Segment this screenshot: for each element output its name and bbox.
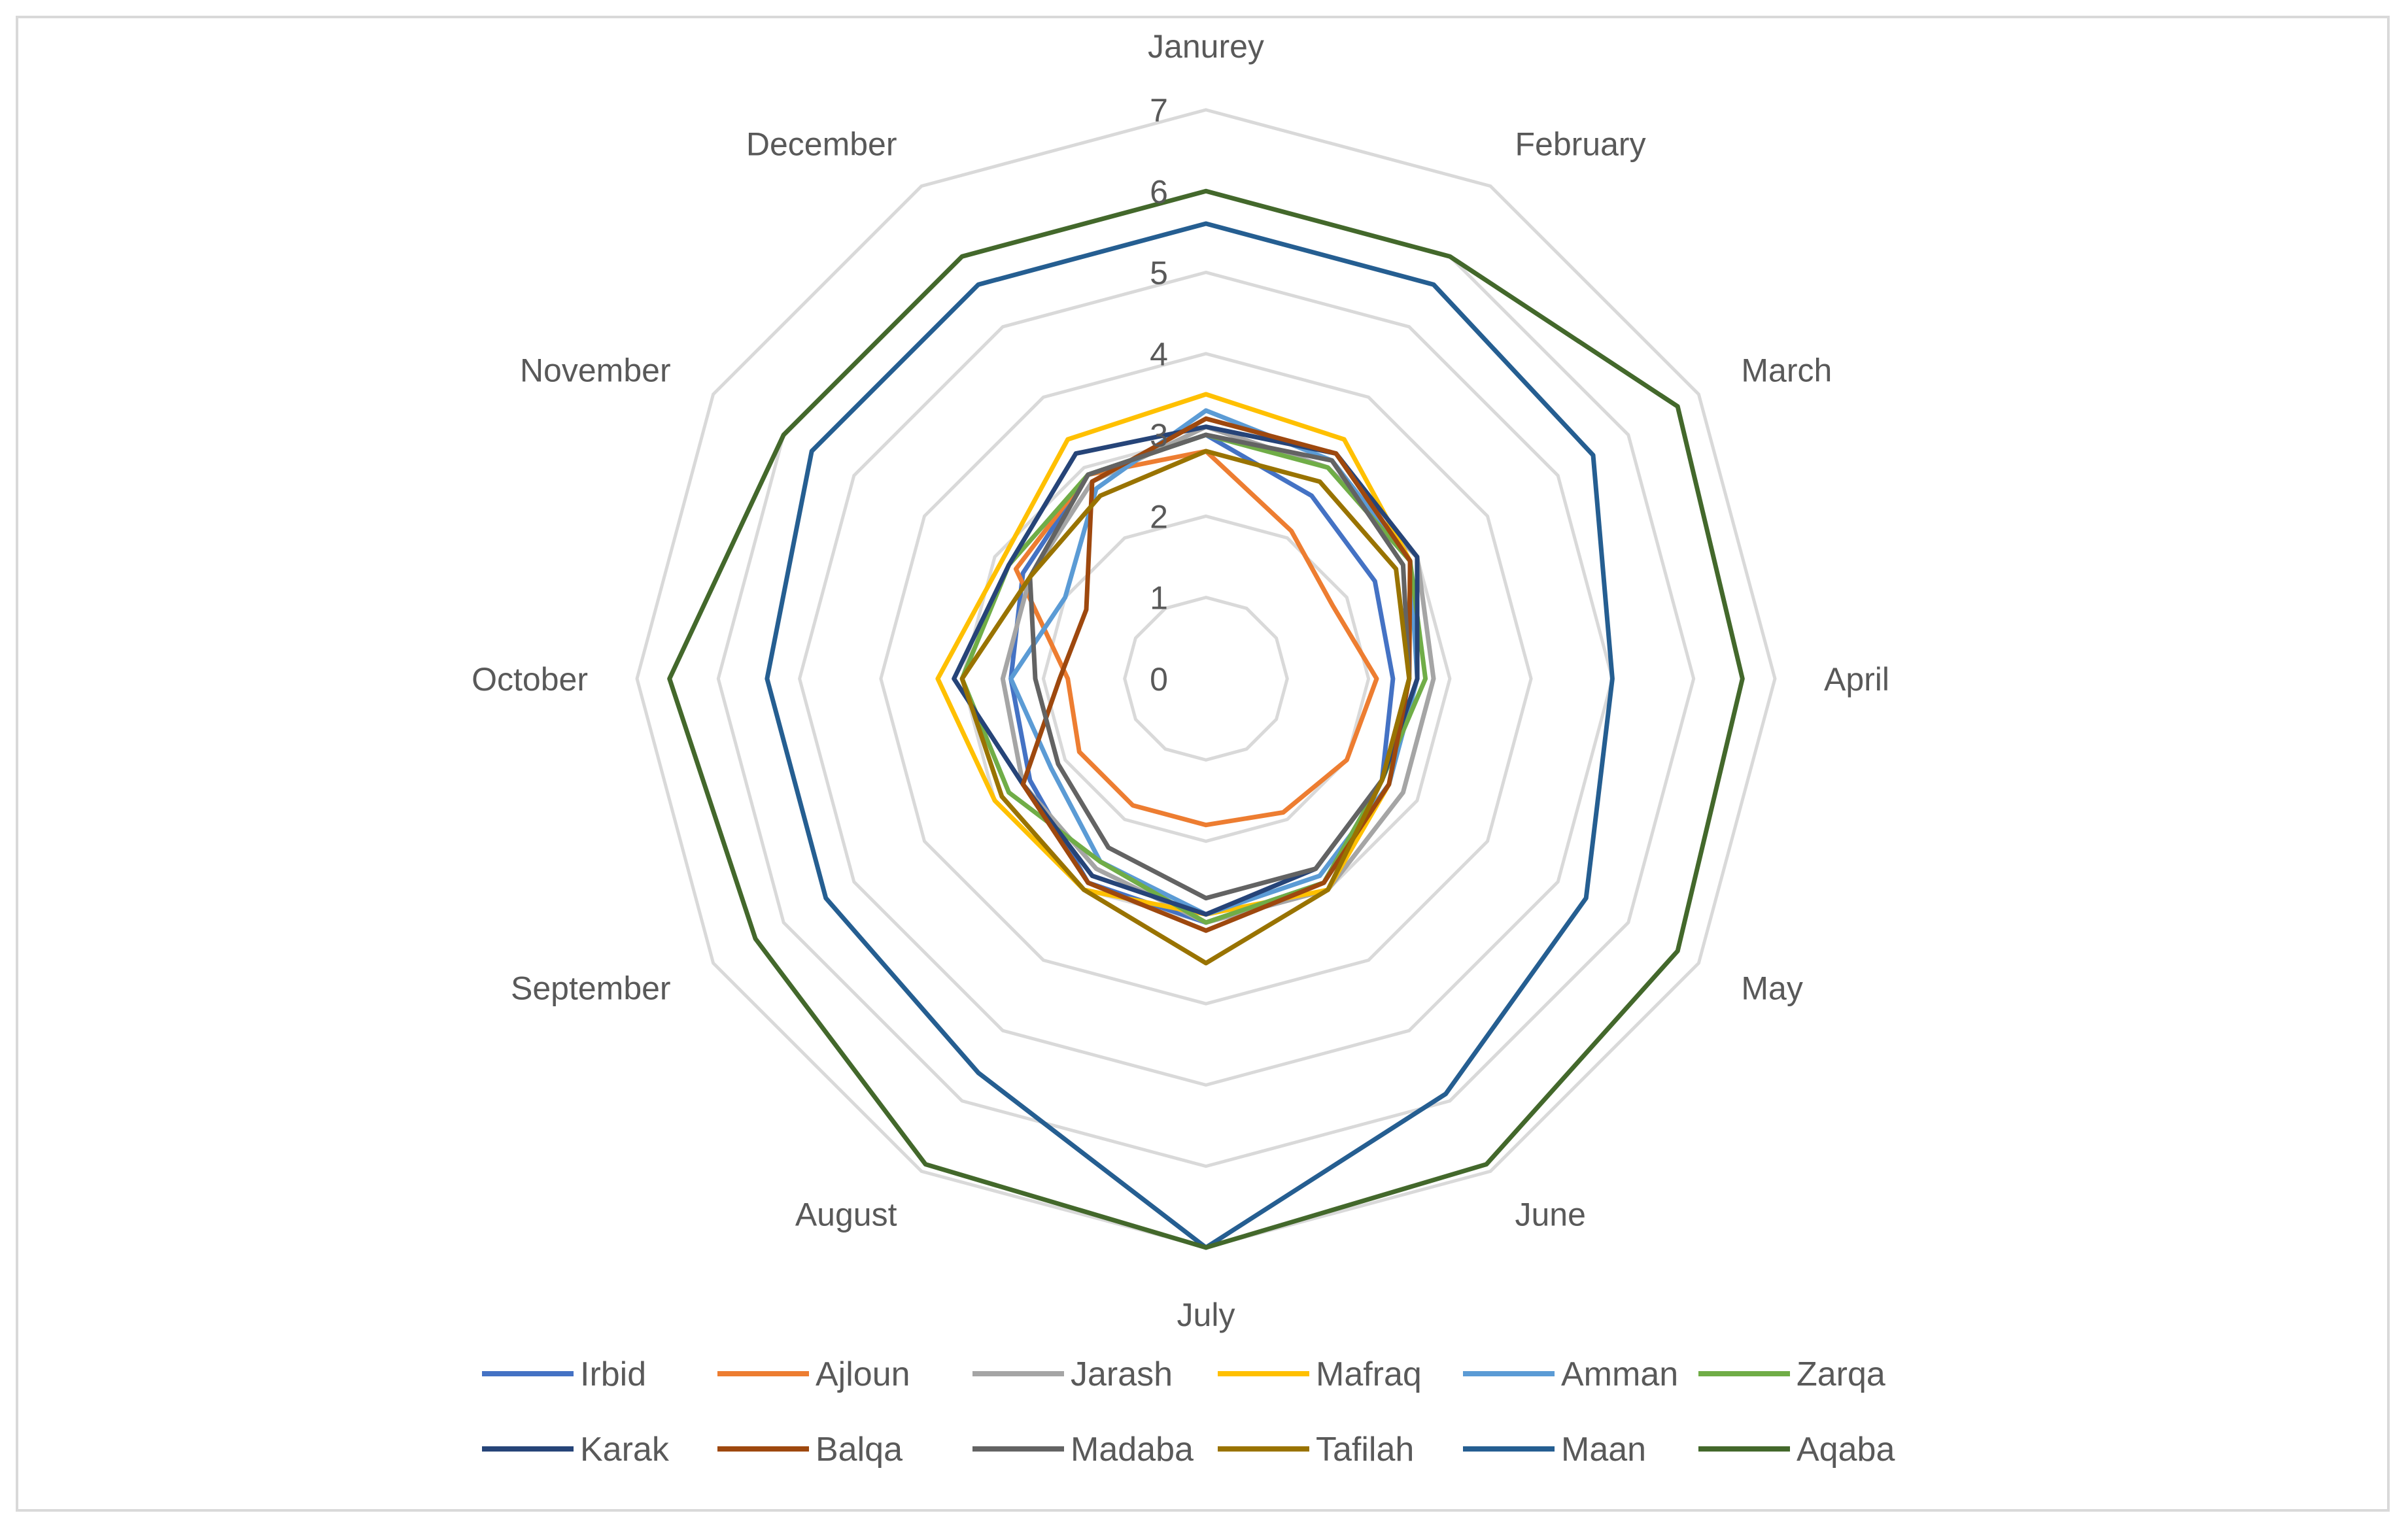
- radial-tick-label: 5: [1150, 255, 1168, 292]
- axis-label-october: October: [472, 661, 588, 698]
- legend-item-balqa: Balqa: [717, 1431, 903, 1469]
- legend-label: Jarash: [1071, 1355, 1173, 1393]
- radial-tick-label: 6: [1150, 173, 1168, 210]
- axis-label-april: April: [1824, 661, 1889, 698]
- axis-label-may: May: [1741, 970, 1802, 1007]
- legend-item-ajloun: Ajloun: [717, 1355, 910, 1393]
- radar-series: [667, 188, 1745, 1250]
- legend-item-irbid: Irbid: [482, 1355, 646, 1393]
- axis-label-july: July: [1177, 1297, 1235, 1333]
- legend-item-zarqa: Zarqa: [1698, 1355, 1885, 1393]
- axis-label-february: February: [1515, 126, 1646, 163]
- grid-ring-4: [879, 352, 1533, 1006]
- legend-item-maan: Maan: [1463, 1431, 1646, 1469]
- legend-label: Karak: [580, 1431, 670, 1469]
- legend-label: Amman: [1561, 1355, 1678, 1393]
- axis-label-janurey: Janurey: [1148, 28, 1264, 65]
- series-line-tafilah: [959, 449, 1412, 966]
- legend-item-madaba: Madaba: [972, 1431, 1194, 1469]
- legend-label: Aqaba: [1797, 1431, 1895, 1469]
- series-line-ajloun: [1013, 449, 1379, 828]
- legend-item-aqaba: Aqaba: [1698, 1431, 1895, 1469]
- axis-label-june: June: [1515, 1196, 1586, 1232]
- radial-tick-label: 0: [1150, 661, 1168, 698]
- grid-ring-1: [1123, 596, 1289, 762]
- legend-label: Ajloun: [816, 1355, 910, 1393]
- series-line-maan: [765, 221, 1615, 1250]
- grid-ring-2: [1041, 514, 1371, 843]
- chart-frame: [16, 16, 2390, 1512]
- legend-label: Tafilah: [1316, 1431, 1414, 1469]
- legend-item-mafraq: Mafraq: [1218, 1355, 1422, 1393]
- legend-label: Maan: [1561, 1431, 1646, 1469]
- series-line-aqaba: [667, 188, 1745, 1250]
- legend-label: Mafraq: [1316, 1355, 1422, 1393]
- axis-label-december: December: [746, 126, 897, 163]
- legend-label: Irbid: [580, 1355, 646, 1393]
- grid-ring-5: [798, 271, 1614, 1087]
- legend-label: Zarqa: [1797, 1355, 1885, 1393]
- radial-tick-label: 4: [1150, 336, 1168, 373]
- radial-tick-label: 7: [1150, 92, 1168, 129]
- radial-axis-ticks: 0 1 2 3 4 5 6 7: [1150, 92, 1168, 698]
- legend-label: Balqa: [816, 1431, 903, 1469]
- radar-grid: [635, 108, 1777, 1250]
- legend-item-karak: Karak: [482, 1431, 670, 1469]
- legend-label: Madaba: [1071, 1431, 1194, 1469]
- legend-item-jarash: Jarash: [972, 1355, 1173, 1393]
- series-line-karak: [952, 424, 1420, 917]
- grid-ring-7: [635, 108, 1777, 1250]
- series-line-balqa: [1020, 416, 1413, 933]
- legend-item-amman: Amman: [1463, 1355, 1678, 1393]
- legend-item-tafilah: Tafilah: [1218, 1431, 1414, 1469]
- axis-label-august: August: [795, 1196, 897, 1232]
- legend: Irbid Ajloun Jarash Mafraq Amman Zarqa Karak Ba…: [482, 1355, 1895, 1469]
- axis-label-march: March: [1741, 352, 1832, 389]
- radial-tick-label: 3: [1150, 417, 1168, 454]
- radial-tick-label: 2: [1150, 498, 1168, 535]
- axis-label-september: September: [511, 970, 671, 1007]
- category-axis-labels: Janurey February March April May June July Augu…: [472, 28, 1889, 1333]
- radial-tick-label: 1: [1150, 580, 1168, 617]
- grid-ring-6: [716, 189, 1696, 1168]
- axis-label-november: November: [520, 352, 671, 389]
